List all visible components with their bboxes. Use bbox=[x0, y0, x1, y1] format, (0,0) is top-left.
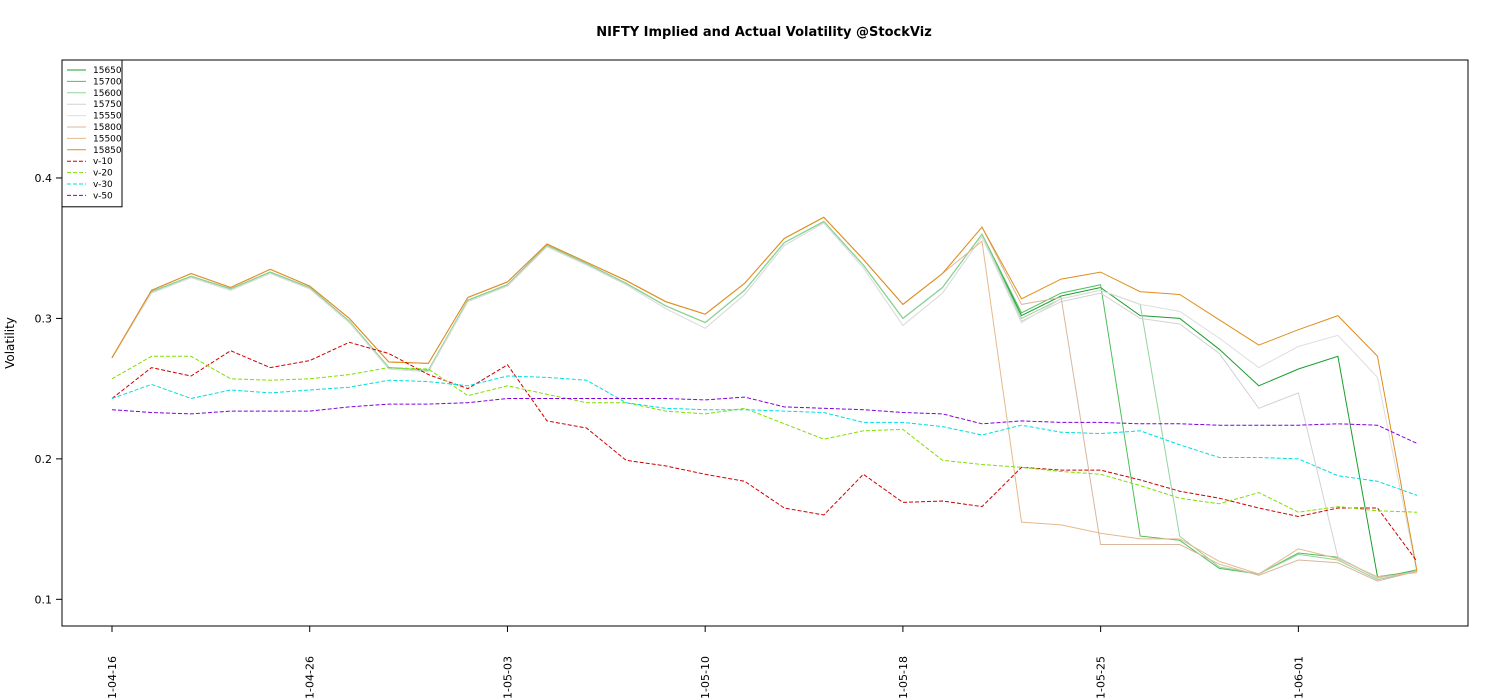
series-line bbox=[111, 341, 1418, 562]
y-tick-label: 0.4 bbox=[35, 172, 53, 185]
series-line bbox=[111, 220, 1418, 579]
x-tick-label: 2021-05-03 bbox=[501, 656, 514, 700]
y-tick-label: 0.3 bbox=[35, 312, 53, 325]
series-line bbox=[111, 216, 1418, 572]
legend-label: v-30 bbox=[93, 180, 113, 190]
legend-label: 15500 bbox=[93, 134, 122, 144]
chart-title: NIFTY Implied and Actual Volatility @Sto… bbox=[596, 25, 932, 40]
x-tick-label: 2021-06-01 bbox=[1292, 656, 1305, 700]
series-line bbox=[111, 216, 1418, 578]
series-line bbox=[111, 220, 1418, 581]
legend-label: 15600 bbox=[93, 89, 122, 99]
legend-label: 15550 bbox=[93, 112, 122, 122]
series-line bbox=[111, 222, 1418, 579]
series-line bbox=[111, 355, 1418, 513]
legend-label: 15800 bbox=[93, 123, 122, 133]
x-tick-label: 2021-05-10 bbox=[699, 656, 712, 700]
x-tick-label: 2021-04-26 bbox=[304, 656, 317, 700]
series-line bbox=[111, 396, 1418, 444]
y-axis-label: Volatility bbox=[3, 317, 17, 369]
legend-label: v-10 bbox=[93, 157, 113, 167]
legend-label: 15850 bbox=[93, 146, 122, 156]
series-line bbox=[111, 220, 1418, 578]
legend-label: v-20 bbox=[93, 169, 113, 179]
y-tick-label: 0.1 bbox=[35, 593, 53, 606]
plot-frame bbox=[61, 59, 1469, 627]
legend-label: 15750 bbox=[93, 100, 122, 110]
x-tick-label: 2021-05-18 bbox=[897, 656, 910, 700]
legend-label: v-50 bbox=[93, 191, 113, 201]
x-tick-label: 2021-04-16 bbox=[106, 656, 119, 700]
y-tick-label: 0.2 bbox=[35, 453, 53, 466]
x-tick-label: 2021-05-25 bbox=[1095, 656, 1108, 700]
series-line bbox=[111, 216, 1418, 582]
series-line bbox=[111, 375, 1418, 496]
series-line bbox=[111, 222, 1418, 573]
legend-box bbox=[61, 59, 123, 208]
legend-label: 15650 bbox=[93, 66, 122, 76]
legend-label: 15700 bbox=[93, 77, 122, 87]
